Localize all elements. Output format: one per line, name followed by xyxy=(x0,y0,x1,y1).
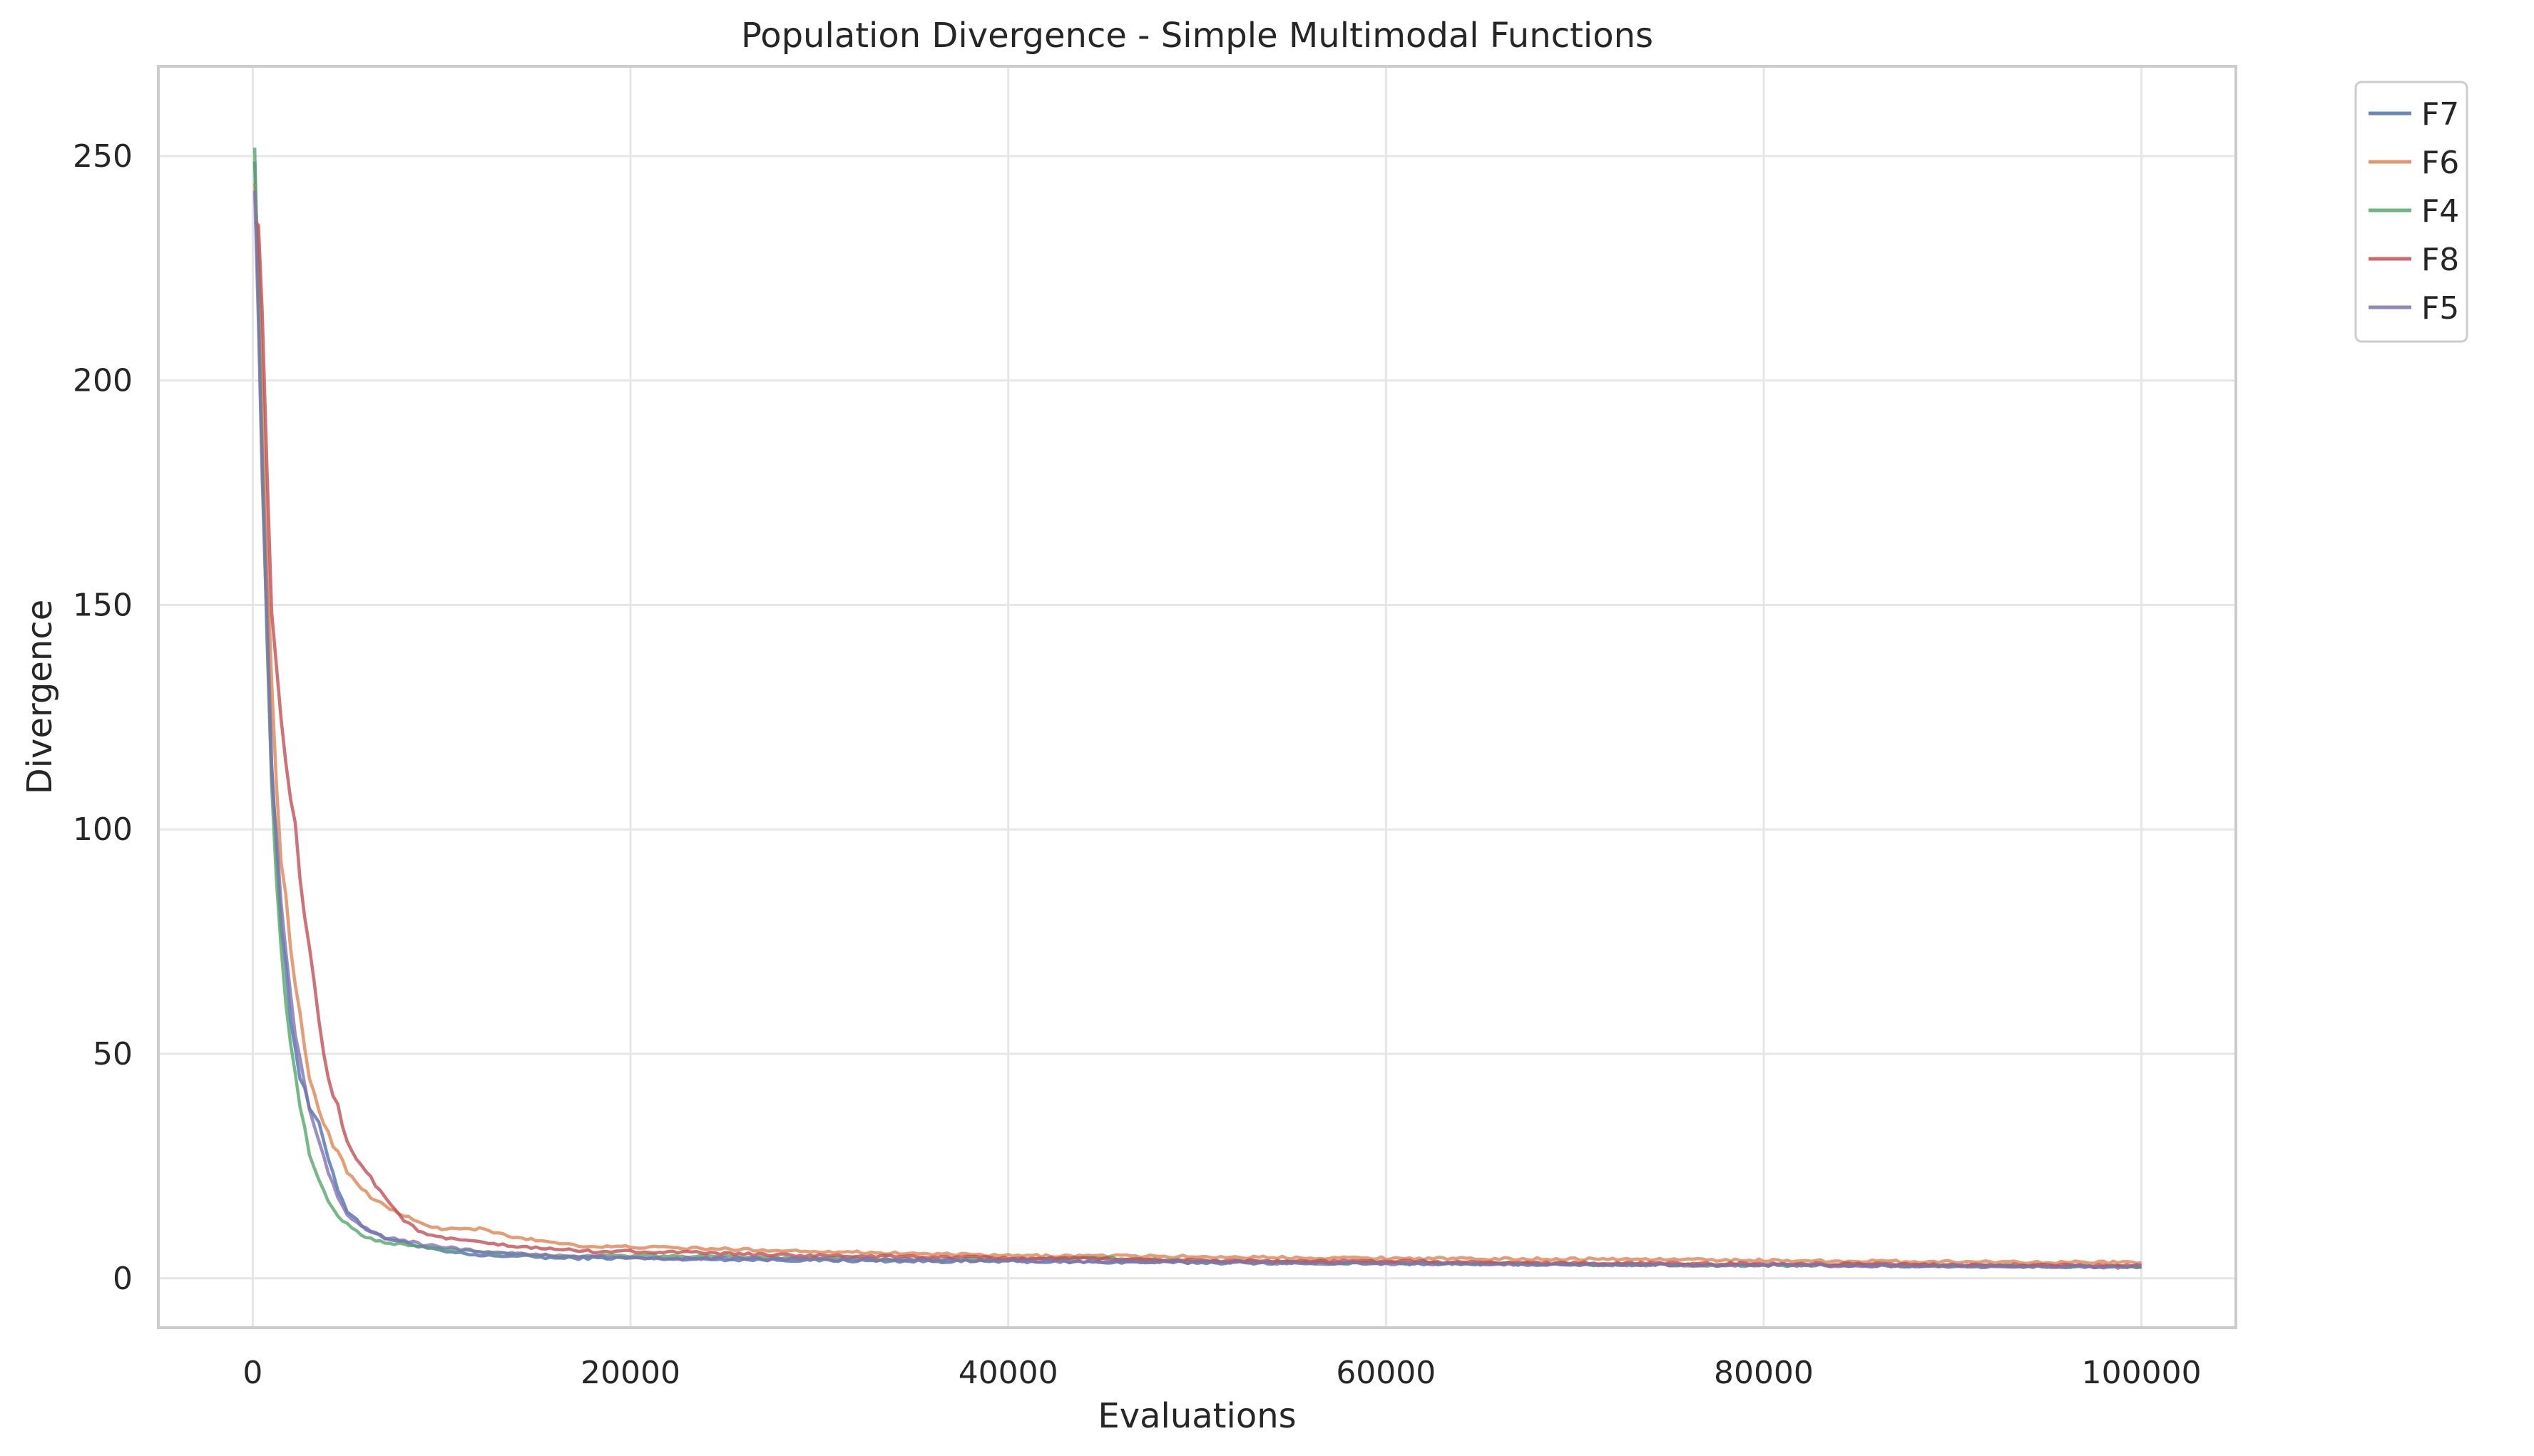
grid xyxy=(158,66,2236,1328)
legend-label: F8 xyxy=(2421,242,2459,278)
legend-label: F4 xyxy=(2421,193,2459,230)
series-lines xyxy=(252,148,2142,1270)
y-tick-label: 0 xyxy=(113,1261,133,1297)
x-tick-label: 80000 xyxy=(1714,1355,1814,1391)
x-tick-label: 100000 xyxy=(2082,1355,2202,1391)
y-tick-label: 200 xyxy=(73,363,133,399)
x-tick-label: 0 xyxy=(242,1355,262,1391)
tick-labels: 0 20000 40000 60000 80000 100000 0 50 100 150 200 2… xyxy=(73,138,2202,1391)
plot-frame xyxy=(157,65,2237,1329)
chart-title: Population Divergence - Simple Multimoda… xyxy=(741,16,1653,56)
series-line-f5 xyxy=(252,190,2142,1270)
y-tick-label: 150 xyxy=(73,587,133,623)
y-tick-label: 250 xyxy=(73,138,133,175)
y-tick-label: 100 xyxy=(73,811,133,848)
x-tick-label: 60000 xyxy=(1336,1355,1436,1391)
x-tick-label: 40000 xyxy=(959,1355,1058,1391)
y-tick-label: 50 xyxy=(93,1036,133,1072)
legend-label: F6 xyxy=(2421,145,2459,181)
legend-label: F5 xyxy=(2421,290,2459,327)
series-line-f6 xyxy=(252,183,2142,1266)
x-axis-label: Evaluations xyxy=(1098,1396,1296,1436)
legend: F7 F6 F4 F8 F5 xyxy=(2354,81,2468,343)
x-tick-label: 20000 xyxy=(581,1355,680,1391)
y-axis-label: Divergence xyxy=(20,600,60,794)
legend-label: F7 xyxy=(2421,96,2459,133)
